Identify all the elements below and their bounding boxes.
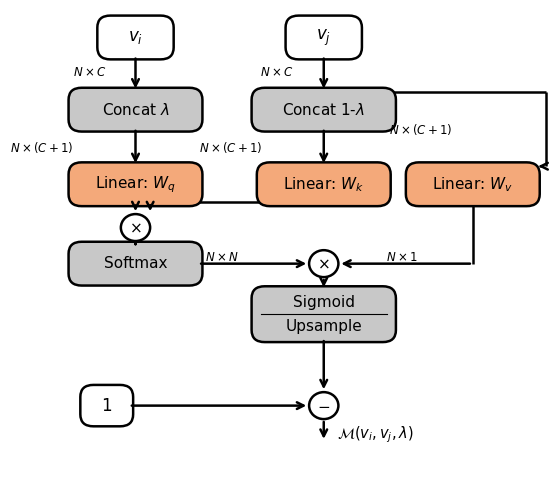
FancyBboxPatch shape <box>80 385 133 426</box>
Text: Upsample: Upsample <box>285 318 362 333</box>
Text: Softmax: Softmax <box>104 256 167 271</box>
Text: $N\times C$: $N\times C$ <box>260 66 293 78</box>
Circle shape <box>121 214 150 241</box>
Text: $\mathcal{M}(v_i, v_j, \lambda)$: $\mathcal{M}(v_i, v_j, \lambda)$ <box>337 424 414 445</box>
FancyBboxPatch shape <box>97 15 174 60</box>
Text: $N\times 1$: $N\times 1$ <box>387 251 418 264</box>
Circle shape <box>309 250 338 277</box>
FancyBboxPatch shape <box>257 162 390 206</box>
FancyBboxPatch shape <box>251 286 396 342</box>
Text: Concat 1-$\lambda$: Concat 1-$\lambda$ <box>282 102 365 118</box>
Text: $N\times N$: $N\times N$ <box>205 251 239 264</box>
FancyBboxPatch shape <box>251 88 396 132</box>
Text: 1: 1 <box>101 396 112 415</box>
Text: $v_j$: $v_j$ <box>316 28 331 47</box>
Circle shape <box>309 392 338 419</box>
Text: Linear: $W_q$: Linear: $W_q$ <box>95 174 176 195</box>
Text: $N\times(C+1)$: $N\times(C+1)$ <box>199 140 262 155</box>
Text: $\times$: $\times$ <box>317 256 330 271</box>
Text: Linear: $W_v$: Linear: $W_v$ <box>432 175 513 194</box>
FancyBboxPatch shape <box>285 15 362 60</box>
Text: $v_i$: $v_i$ <box>128 29 143 46</box>
FancyBboxPatch shape <box>69 162 202 206</box>
Text: $N\times(C+1)$: $N\times(C+1)$ <box>10 140 74 155</box>
FancyBboxPatch shape <box>69 88 202 132</box>
FancyBboxPatch shape <box>69 242 202 286</box>
Text: Concat $\lambda$: Concat $\lambda$ <box>102 102 169 118</box>
FancyBboxPatch shape <box>406 162 540 206</box>
Text: Linear: $W_k$: Linear: $W_k$ <box>283 175 364 194</box>
Text: $N\times(C+1)$: $N\times(C+1)$ <box>389 122 452 137</box>
Text: $N\times C$: $N\times C$ <box>73 66 107 78</box>
Text: $-$: $-$ <box>317 398 331 413</box>
Text: Sigmoid: Sigmoid <box>293 295 355 310</box>
Text: $\times$: $\times$ <box>129 220 142 235</box>
